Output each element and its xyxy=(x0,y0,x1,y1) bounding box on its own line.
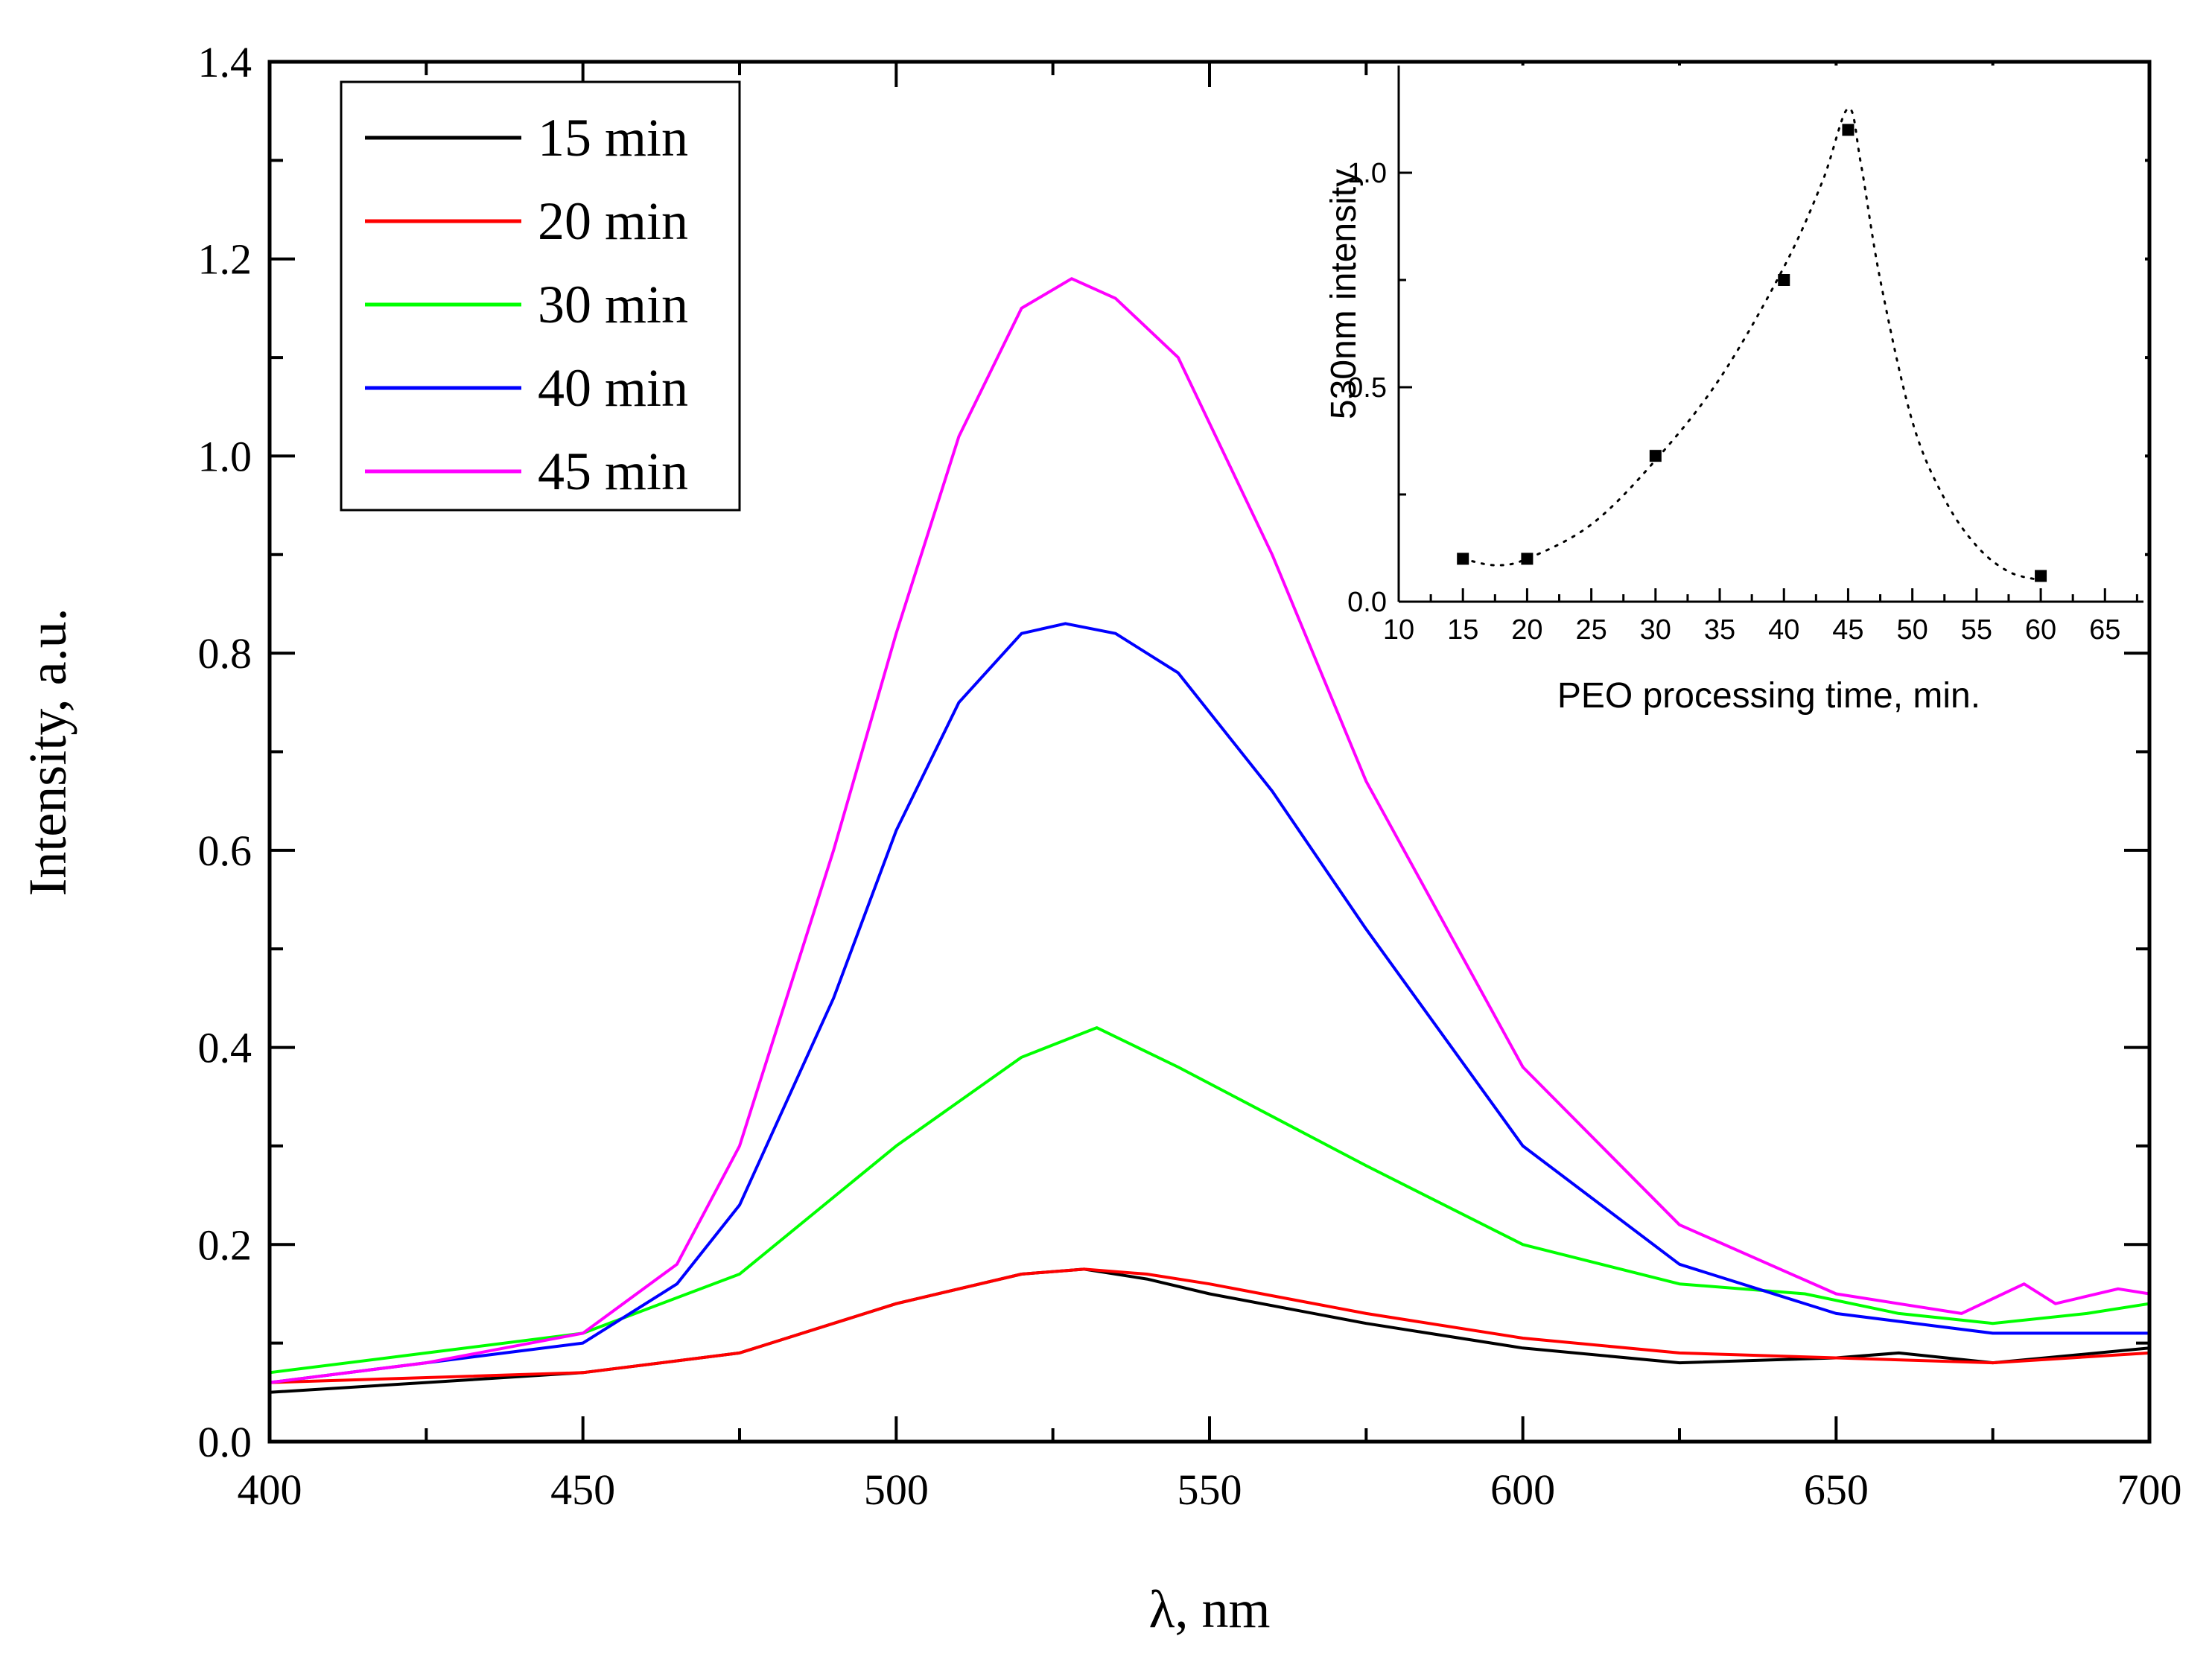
inset-x-tick-label: 50 xyxy=(1897,614,1928,646)
inset-x-tick-label: 40 xyxy=(1768,614,1799,646)
main-x-tick-label: 500 xyxy=(864,1465,929,1514)
main-x-tick-label: 450 xyxy=(550,1465,615,1514)
main-y-tick-label: 0.2 xyxy=(198,1220,252,1269)
series-line-45-min xyxy=(269,277,2150,1384)
inset-y-tick-label: 0.5 xyxy=(1347,372,1387,404)
legend-box xyxy=(340,80,741,512)
main-y-tick-label: 1.2 xyxy=(198,235,252,284)
inset-data-point xyxy=(1842,124,1855,136)
legend-label: 40 min xyxy=(538,358,688,418)
main-x-tick-label: 400 xyxy=(238,1465,302,1514)
main-x-tick-label: 600 xyxy=(1490,1465,1555,1514)
main-y-tick-label: 0.0 xyxy=(198,1418,252,1466)
inset-x-tick-label: 25 xyxy=(1575,614,1606,646)
inset-y-axis-label: 530nm intensity xyxy=(1324,169,1364,419)
inset-plot: 10 15 20 25 30 35 40 45 50 55 60 65 0.0 0.5 1.0 PEO p… xyxy=(1324,66,2145,716)
inset-y-tick-label: 1.0 xyxy=(1347,158,1387,189)
main-y-tick-label: 0.4 xyxy=(198,1024,252,1072)
main-y-tick-label: 0.6 xyxy=(198,827,252,875)
inset-dotted-trend-line xyxy=(1461,107,2042,582)
main-y-tick-label: 0.8 xyxy=(198,629,252,678)
series-line-40-min xyxy=(269,622,2149,1384)
main-x-tick-label: 650 xyxy=(1804,1465,1869,1514)
inset-x-tick-label: 20 xyxy=(1511,614,1542,646)
main-y-axis-label: Intensity, a.u. xyxy=(18,608,77,896)
legend-label: 45 min xyxy=(538,442,688,501)
legend-items: 15 min 20 min 30 min 40 min 45 min xyxy=(365,108,688,501)
inset-x-tick-label: 10 xyxy=(1383,614,1414,646)
legend-label: 20 min xyxy=(538,191,688,251)
main-y-tick-labels: 0.0 0.2 0.4 0.6 0.8 1.0 1.2 1.4 xyxy=(198,38,252,1466)
inset-background xyxy=(1385,66,2145,602)
legend: 15 min 20 min 30 min 40 min 45 min xyxy=(340,80,741,512)
main-series-lines xyxy=(269,277,2150,1394)
inset-x-tick-labels: 10 15 20 25 30 35 40 45 50 55 60 65 xyxy=(1383,614,2121,646)
series-line-30-min xyxy=(269,1026,2150,1375)
main-y-tick-label: 1.0 xyxy=(198,432,252,480)
inset-x-tick-label: 35 xyxy=(1704,614,1735,646)
main-plot-frame xyxy=(267,60,2152,1444)
inset-tick-marks xyxy=(1397,171,2138,603)
series-line-20-min xyxy=(269,1267,2150,1384)
inset-x-axis-label: PEO processing time, min. xyxy=(1557,676,1980,716)
main-plot: 400 450 500 550 600 650 700 0.0 0.2 0.4 0.6 0.8 1.0… xyxy=(18,38,2182,1639)
inset-x-tick-label: 45 xyxy=(1832,614,1863,646)
legend-label: 15 min xyxy=(538,108,688,168)
inset-x-tick-label: 55 xyxy=(1961,614,1992,646)
inset-y-tick-labels: 0.0 0.5 1.0 xyxy=(1347,158,1387,618)
main-y-tick-label: 1.4 xyxy=(198,38,252,86)
inset-x-tick-label: 30 xyxy=(1640,614,1671,646)
inset-x-tick-label: 65 xyxy=(2089,614,2120,646)
inset-y-tick-label: 0.0 xyxy=(1347,587,1387,618)
inset-data-points xyxy=(1457,124,2047,582)
main-x-tick-label: 700 xyxy=(2117,1465,2182,1514)
inset-data-point xyxy=(1778,274,1790,286)
inset-data-point xyxy=(1649,450,1662,462)
inset-data-point xyxy=(1457,553,1469,565)
main-x-axis-label: λ, nm xyxy=(1149,1579,1271,1639)
inset-data-point xyxy=(2035,570,2047,582)
main-x-tick-label: 550 xyxy=(1177,1465,1242,1514)
inset-x-tick-label: 60 xyxy=(2025,614,2056,646)
inset-data-point xyxy=(1521,553,1534,565)
inset-x-tick-label: 15 xyxy=(1447,614,1478,646)
main-x-tick-labels: 400 450 500 550 600 650 700 xyxy=(238,1465,2182,1514)
legend-label: 30 min xyxy=(538,275,688,334)
